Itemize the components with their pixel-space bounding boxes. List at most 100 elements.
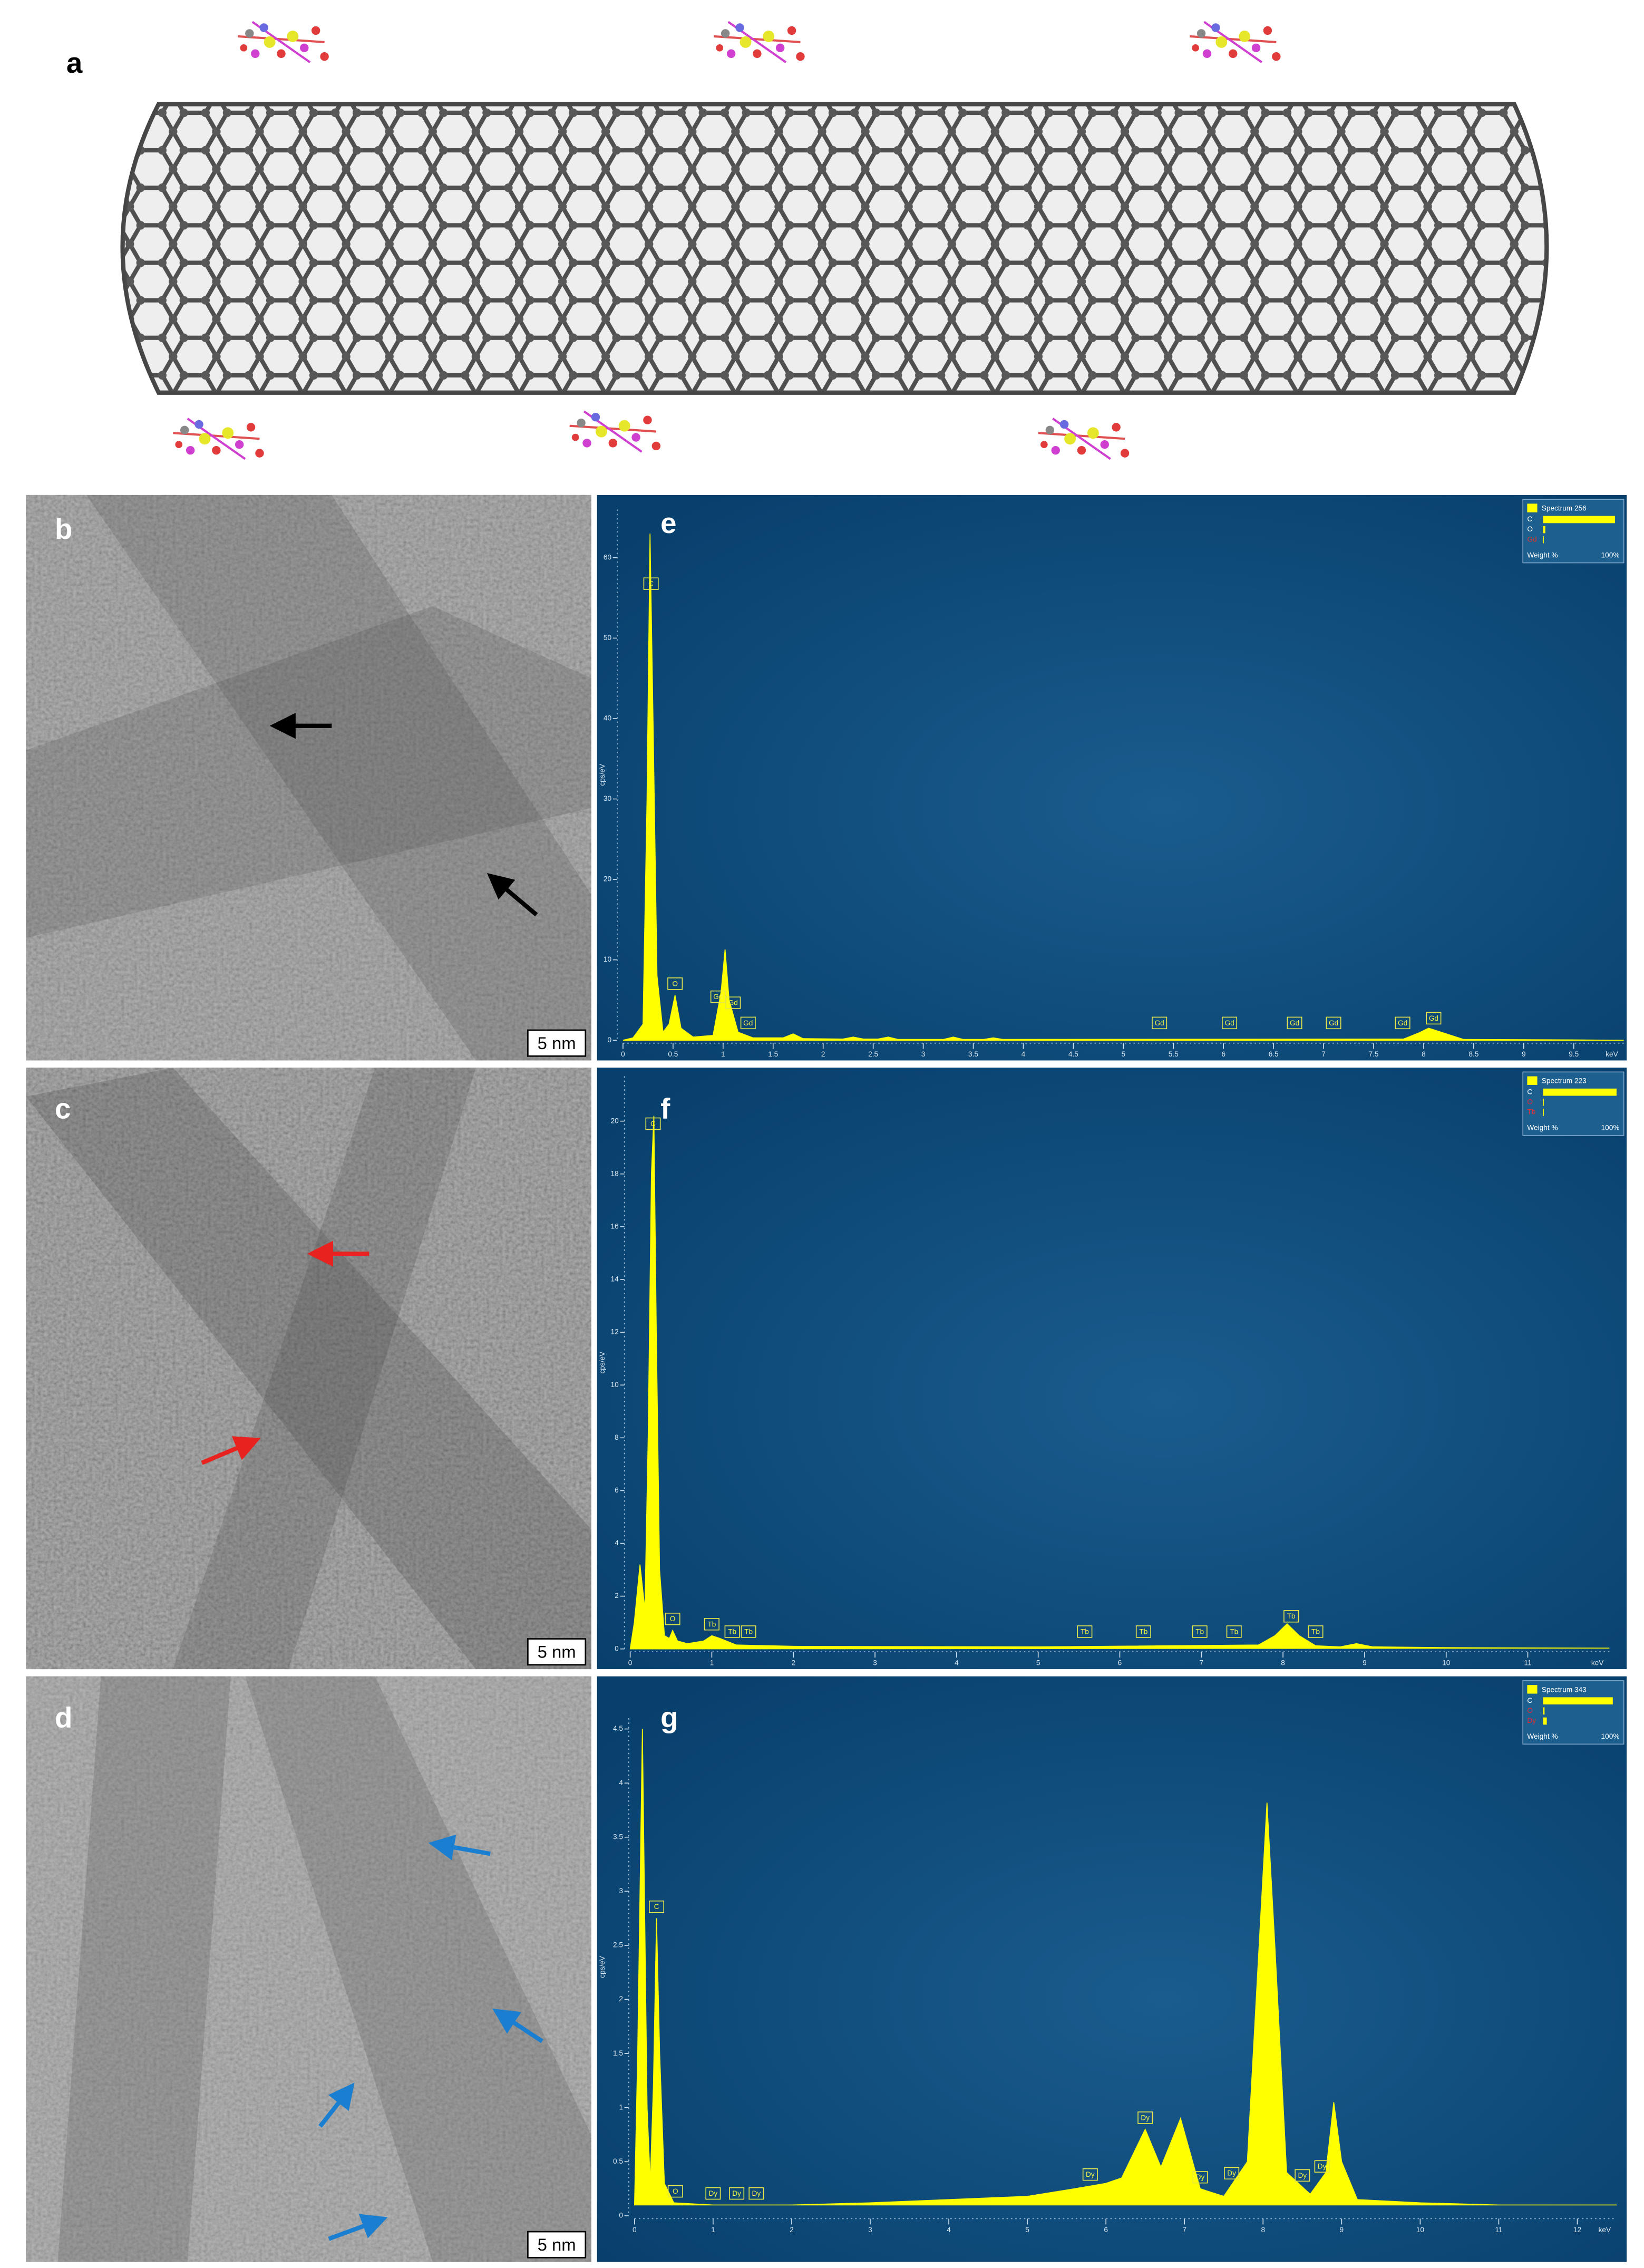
y-tick-label: 40 [604,714,612,722]
peak-label: O [670,1615,676,1623]
peak-label: C [648,580,654,588]
peak-label-box [748,2187,764,2200]
scale-bar: 5 nm [538,2235,576,2254]
peak-label-box [729,2187,745,2200]
peak-label: Gd [1429,1014,1438,1022]
legend-swatch [1527,503,1538,512]
peak-label-box [741,1625,756,1638]
eds-panel [597,495,1627,1061]
x-tick-label: 8.5 [1468,1050,1478,1058]
y-tick-label: 10 [604,955,612,963]
y-tick-label: 12 [611,1328,619,1336]
spectrum-area [634,1729,1617,2206]
peak-label-box [724,1625,740,1638]
spectrum-area [629,1116,1610,1650]
legend-element: C [1527,515,1532,523]
x-tick-label: 5 [1122,1050,1126,1058]
scale-bar: 5 nm [538,1642,576,1662]
legend-footer: 100% [1601,551,1620,559]
legend-element: Gd [1527,535,1536,543]
peak-label: O [672,980,678,987]
x-unit: keV [1606,1050,1618,1058]
legend-weight-bar [1543,516,1616,524]
peak-label: Tb [728,1627,736,1635]
peak-label-box [665,1613,680,1625]
peak-label: Dy [1196,2173,1205,2181]
x-tick-label: 5.5 [1169,1050,1179,1058]
peak-label: Tb [1230,1627,1238,1635]
x-tick-label: 2.5 [868,1050,878,1058]
peak-label-box [725,996,741,1009]
y-tick-label: 0 [619,2212,623,2219]
panel-label: f [660,1092,670,1125]
legend-weight-bar [1543,1717,1547,1725]
peak-label-box [1077,1625,1093,1638]
panel-label: g [660,1701,678,1733]
legend-element: Dy [1527,1717,1536,1724]
x-tick-label: 11 [1495,2226,1502,2234]
peak-label: Gd [1398,1019,1407,1027]
peak-label: Tb [1081,1627,1089,1635]
legend-element: O [1527,1707,1533,1714]
legend-swatch [1527,1685,1538,1694]
peak-label-box [1192,1625,1208,1638]
y-tick-label: 3 [619,1887,623,1895]
peak-label-box [1287,1016,1302,1030]
peak-label: Gd [713,993,723,1001]
y-tick-label: 4 [615,1539,619,1547]
legend-weight-bar [1543,1707,1545,1715]
peak-label: Gd [1329,1019,1338,1027]
y-tick-label: 6 [615,1486,619,1494]
x-tick-label: 6 [1221,1050,1225,1058]
x-tick-label: 2 [790,2226,794,2234]
peak-label: Dy [732,2189,741,2197]
peak-label: Dy [1318,2163,1327,2170]
x-tick-label: 5 [1025,2226,1029,2234]
x-tick-label: 8 [1281,1659,1285,1667]
x-unit: keV [1591,1659,1604,1667]
peak-label: O [673,2187,678,2195]
legend-title: Spectrum 223 [1542,1077,1587,1085]
x-tick-label: 3 [868,2226,872,2234]
x-tick-label: 1 [711,2226,715,2234]
spectrum-area [622,534,1624,1041]
eds-panel [597,1068,1627,1670]
x-tick-label: 4 [1022,1050,1026,1058]
peak-label-box [1222,1016,1238,1030]
peak-label-box [1308,1625,1324,1638]
y-tick-label: 4 [619,1779,623,1787]
peak-label-box [1395,1016,1410,1030]
peak-label: Tb [1287,1612,1296,1620]
y-tick-label: 10 [611,1381,619,1389]
peak-label-box [1224,2167,1240,2180]
x-tick-label: 11 [1524,1659,1531,1667]
y-tick-label: 2.5 [613,1941,623,1949]
peak-label-box [1226,1625,1242,1638]
peak-label: Gd [743,1019,753,1027]
y-tick-label: 4.5 [613,1724,623,1732]
peak-label: Gd [1155,1019,1164,1027]
y-tick-label: 20 [604,875,612,883]
legend-footer: Weight % [1527,551,1558,559]
y-tick-label: 1 [619,2103,623,2111]
peak-label: Dy [709,2189,718,2197]
x-unit: keV [1599,2226,1611,2234]
legend-element: O [1527,525,1533,533]
legend-footer: 100% [1601,1732,1620,1740]
scale-bar: 5 nm [538,1033,576,1053]
nanotube-illustration [120,22,1549,459]
legend-element: O [1527,1098,1533,1106]
x-tick-label: 3.5 [968,1050,978,1058]
y-tick-label: 0 [615,1644,619,1652]
y-tick-label: 14 [611,1275,619,1283]
legend-footer: 100% [1601,1124,1620,1132]
legend-weight-bar [1543,1697,1613,1705]
legend-weight-bar [1543,1088,1617,1096]
y-tick-label: 16 [611,1222,619,1230]
x-tick-label: 7 [1182,2226,1186,2234]
x-tick-label: 7.5 [1369,1050,1379,1058]
tem-image-c [26,1068,591,1670]
legend-box [1522,1680,1624,1745]
